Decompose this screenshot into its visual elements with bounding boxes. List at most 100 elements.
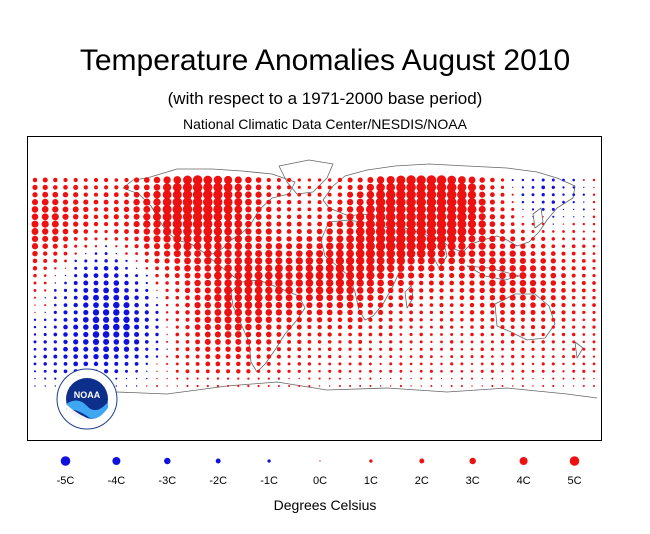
anomaly-dot — [317, 214, 322, 220]
anomaly-dot — [247, 384, 250, 388]
anomaly-dot — [255, 191, 262, 198]
anomaly-dot — [338, 369, 342, 373]
anomaly-dot — [52, 228, 59, 235]
anomaly-dot — [592, 215, 596, 219]
anomaly-dot — [182, 190, 193, 200]
anomaly-dot — [265, 228, 272, 235]
anomaly-dot — [285, 294, 293, 302]
anomaly-dot — [582, 355, 586, 358]
anomaly-dot — [204, 272, 212, 279]
anomaly-dot — [489, 214, 496, 220]
anomaly-dot — [164, 273, 170, 278]
anomaly-dot — [470, 325, 474, 329]
anomaly-dot — [276, 317, 282, 323]
anomaly-dot — [511, 193, 514, 196]
anomaly-dot — [145, 355, 149, 359]
anomaly-dot — [125, 385, 128, 387]
anomaly-dot — [84, 237, 88, 241]
anomaly-dot — [307, 214, 312, 219]
anomaly-dot — [296, 250, 303, 257]
anomaly-dot — [41, 220, 49, 228]
anomaly-dot — [551, 340, 555, 344]
anomaly-dot — [428, 280, 434, 286]
anomaly-dot — [426, 241, 437, 251]
anomaly-dot — [379, 355, 382, 358]
anomaly-dot — [195, 354, 200, 359]
anomaly-dot — [436, 175, 447, 185]
anomaly-dot — [480, 369, 484, 373]
anomaly-dot — [491, 355, 494, 358]
anomaly-dot — [447, 242, 456, 251]
anomaly-dot — [519, 294, 526, 301]
anomaly-dot — [592, 274, 596, 278]
anomaly-dot — [113, 309, 120, 316]
anomaly-dot — [581, 273, 586, 278]
anomaly-dot — [174, 273, 180, 279]
anomaly-dot — [175, 347, 179, 351]
anomaly-dot — [155, 347, 159, 351]
anomaly-dot — [491, 384, 494, 388]
anomaly-dot — [204, 279, 212, 287]
anomaly-dot — [429, 325, 433, 329]
anomaly-dot — [368, 369, 372, 373]
anomaly-dot — [44, 385, 46, 387]
anomaly-dot — [346, 264, 355, 273]
anomaly-dot — [33, 296, 37, 299]
anomaly-dot — [185, 324, 190, 330]
anomaly-dot — [195, 346, 200, 352]
anomaly-dot — [237, 384, 240, 388]
anomaly-dot — [214, 324, 221, 331]
anomaly-dot — [562, 362, 565, 366]
anomaly-dot — [429, 347, 433, 351]
anomaly-dot — [499, 250, 506, 257]
anomaly-dot — [145, 347, 149, 351]
anomaly-dot — [172, 219, 182, 229]
anomaly-dot — [285, 279, 293, 287]
anomaly-dot — [287, 369, 291, 373]
anomaly-dot — [224, 286, 233, 295]
anomaly-dot — [114, 178, 119, 182]
anomaly-dot — [440, 347, 443, 351]
anomaly-dot — [115, 252, 118, 255]
anomaly-dot — [266, 324, 272, 330]
anomaly-dot — [84, 244, 88, 248]
anomaly-dot — [133, 184, 140, 191]
anomaly-dot — [113, 301, 120, 309]
anomaly-dot — [337, 214, 343, 220]
anomaly-dot — [348, 340, 352, 344]
legend-swatch — [60, 456, 71, 466]
anomaly-dot — [542, 216, 544, 218]
anomaly-dot — [416, 219, 427, 229]
anomaly-dot — [379, 377, 382, 380]
anomaly-dot — [338, 384, 341, 388]
anomaly-dot — [365, 219, 375, 229]
noaa-logo: NOAA — [56, 368, 118, 430]
anomaly-dot — [457, 212, 467, 222]
anomaly-dot — [31, 243, 39, 250]
anomaly-dot — [426, 226, 437, 237]
anomaly-dot — [326, 235, 333, 243]
anomaly-dot — [155, 310, 159, 314]
anomaly-dot — [450, 384, 453, 388]
anomaly-dot — [194, 301, 201, 309]
anomaly-dot — [83, 361, 89, 367]
anomaly-dot — [336, 242, 344, 251]
anomaly-dot — [348, 362, 352, 366]
anomaly-dot — [162, 219, 172, 229]
anomaly-dot — [255, 221, 262, 227]
anomaly-dot — [550, 280, 557, 286]
anomaly-dot — [32, 177, 38, 183]
anomaly-dot — [449, 280, 455, 286]
anomaly-dot — [93, 294, 99, 301]
anomaly-dot — [265, 331, 272, 338]
anomaly-dot — [449, 273, 455, 279]
anomaly-dot — [561, 251, 566, 256]
legend-label: -5C — [57, 475, 75, 487]
anomaly-dot — [440, 385, 443, 387]
anomaly-dot — [135, 252, 139, 256]
anomaly-dot — [479, 184, 486, 191]
anomaly-dot — [204, 301, 211, 309]
anomaly-dot — [551, 317, 556, 322]
anomaly-dot — [519, 279, 527, 287]
anomaly-dot — [102, 309, 110, 316]
